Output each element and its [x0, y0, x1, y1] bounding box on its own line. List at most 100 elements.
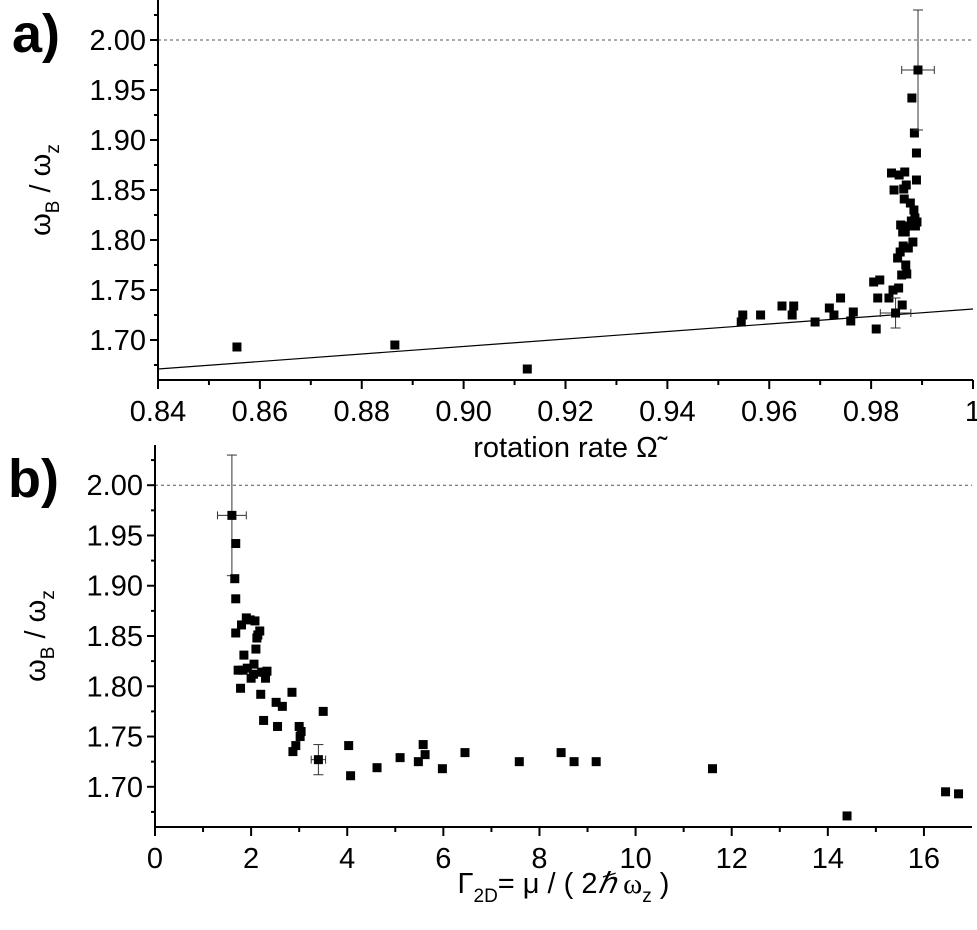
- data-point: [236, 683, 246, 693]
- data-point: [756, 310, 766, 320]
- data-point: [777, 301, 787, 311]
- data-point: [233, 665, 243, 675]
- y-tick-label: 1.85: [87, 621, 143, 653]
- data-point: [895, 247, 905, 257]
- data-point: [591, 757, 601, 767]
- data-point: [295, 732, 305, 742]
- data-point: [901, 180, 911, 190]
- y-tick-label: 1.75: [90, 275, 146, 307]
- data-point: [873, 293, 883, 303]
- data-point: [372, 763, 382, 773]
- data-point: [889, 185, 899, 195]
- data-point: [884, 293, 894, 303]
- data-point: [288, 747, 298, 757]
- y-axis-title: ωB / ωz: [25, 144, 64, 236]
- data-point: [887, 168, 896, 178]
- data-point: [569, 757, 579, 767]
- data-point: [894, 170, 904, 180]
- data-point: [787, 310, 797, 320]
- data-point: [896, 220, 906, 230]
- data-point: [251, 644, 261, 654]
- data-point: [273, 721, 283, 731]
- x-tick-label: 16: [908, 843, 940, 875]
- data-point: [291, 741, 301, 751]
- data-point: [437, 764, 447, 774]
- data-point: [891, 308, 901, 318]
- x-tick-label: 0: [147, 843, 163, 875]
- data-point: [249, 669, 259, 679]
- data-point: [522, 364, 532, 374]
- y-tick-label: 1.95: [90, 75, 146, 107]
- data-point: [245, 615, 255, 625]
- data-point: [738, 310, 748, 320]
- x-tick-label: 0.84: [130, 396, 186, 428]
- panel-a: a) 1.70 1.75 1.80 1.85 1.90 1.95 2.00 0.84 0.86 0.…: [12, 0, 977, 464]
- x-tick-label: 0.96: [741, 396, 797, 428]
- data-point: [903, 243, 913, 253]
- panel-label: b): [8, 449, 59, 509]
- data-point: [810, 317, 820, 327]
- x-tick-label: 4: [339, 843, 355, 875]
- data-point: [894, 283, 904, 293]
- data-point: [912, 217, 922, 227]
- data-point: [230, 574, 240, 584]
- data-point: [346, 771, 356, 781]
- data-point: [707, 764, 717, 774]
- data-point: [390, 340, 400, 350]
- data-point: [911, 175, 921, 185]
- data-point: [231, 628, 241, 638]
- data-point: [897, 270, 907, 280]
- data-point: [824, 303, 834, 313]
- data-point: [231, 539, 241, 549]
- data-point: [842, 811, 852, 821]
- y-tick-label: 1.90: [87, 571, 143, 603]
- data-point: [888, 285, 898, 295]
- data-point: [420, 750, 430, 760]
- data-point: [556, 748, 566, 758]
- y-axis-title: ωB / ωz: [20, 590, 59, 682]
- data-point: [344, 741, 354, 751]
- data-point: [909, 128, 919, 138]
- data-point: [893, 253, 903, 263]
- data-point: [231, 594, 241, 604]
- data-point: [902, 269, 912, 279]
- data-point: [237, 620, 247, 630]
- data-point: [736, 317, 746, 327]
- x-tick-label: 2: [243, 843, 259, 875]
- data-point: [255, 626, 265, 636]
- x-tick-label: 0.88: [334, 396, 390, 428]
- x-tick-label: 0.98: [843, 396, 899, 428]
- data-point: [460, 748, 470, 758]
- x-tick-label: 14: [812, 843, 844, 875]
- data-point: [904, 221, 914, 231]
- data-point: [869, 277, 879, 287]
- data-point: [259, 715, 269, 725]
- data-point: [249, 659, 259, 669]
- data-point: [871, 324, 881, 334]
- y-tick-label: 1.80: [87, 671, 143, 703]
- data-point: [829, 310, 839, 320]
- data-point: [897, 300, 907, 310]
- data-point: [911, 148, 921, 158]
- x-tick-label: 0.90: [435, 396, 491, 428]
- y-tick-label: 1.90: [90, 125, 146, 157]
- data-point: [913, 65, 923, 75]
- data-point: [901, 260, 911, 270]
- data-point: [271, 697, 281, 707]
- data-point: [227, 510, 237, 520]
- data-point: [836, 293, 846, 303]
- data-point: [318, 706, 328, 716]
- y-tick-label: 2.00: [87, 470, 143, 502]
- data-point: [905, 198, 915, 208]
- data-point: [848, 307, 858, 317]
- y-tick-label: 1.95: [87, 520, 143, 552]
- data-point: [413, 757, 423, 767]
- data-point: [908, 237, 918, 247]
- data-point: [262, 666, 272, 676]
- data-point: [256, 689, 266, 699]
- data-point: [277, 701, 287, 711]
- y-tick-label: 1.75: [87, 722, 143, 754]
- x-tick-label: 0.94: [639, 396, 695, 428]
